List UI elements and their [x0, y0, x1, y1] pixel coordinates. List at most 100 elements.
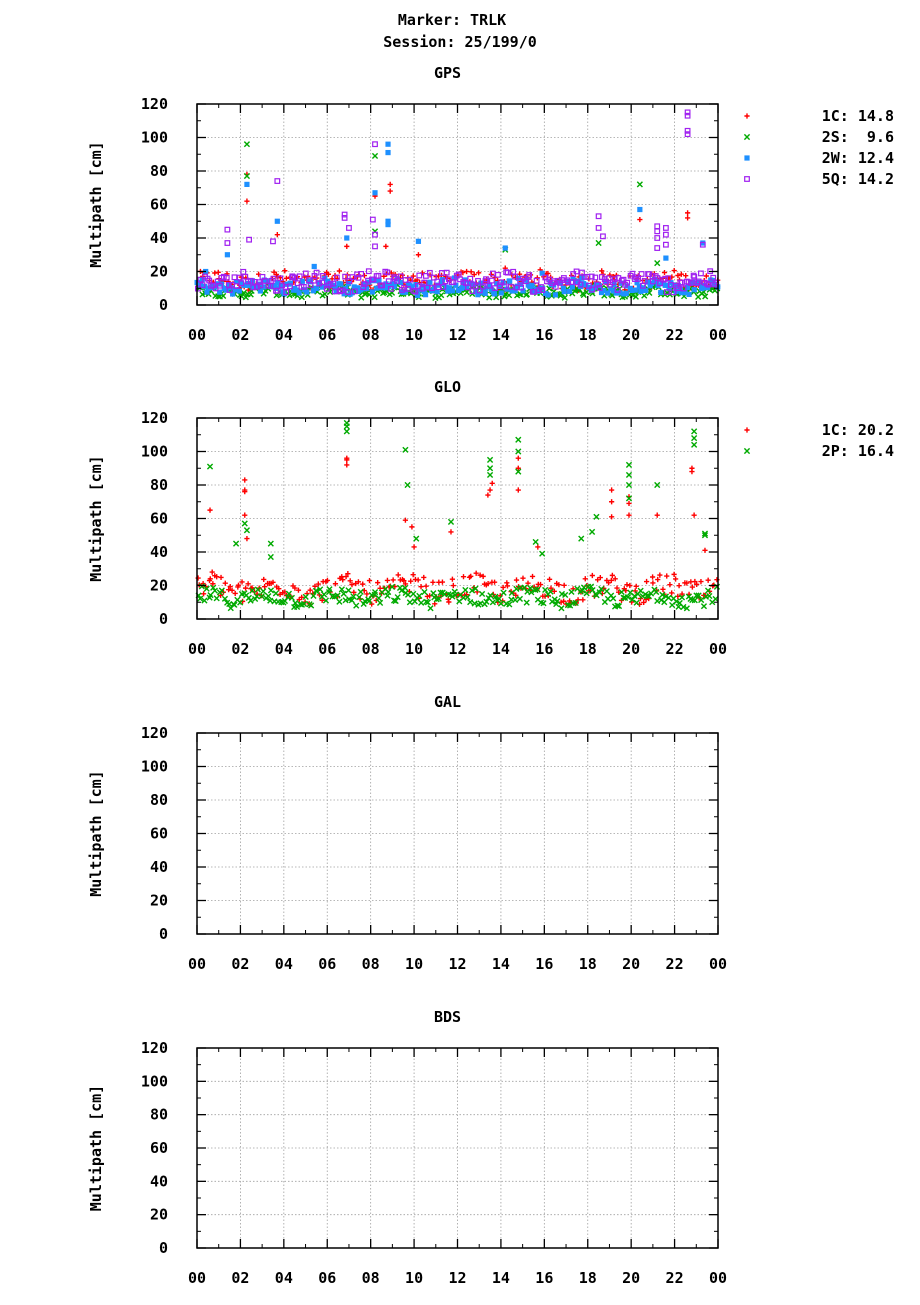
data-point — [572, 599, 579, 607]
data-point — [561, 598, 567, 604]
data-point — [353, 602, 360, 609]
data-point — [526, 272, 533, 278]
data-point-outlier — [684, 131, 691, 138]
data-point — [700, 603, 708, 610]
data-point — [277, 275, 284, 282]
data-point — [501, 283, 508, 290]
data-point — [586, 282, 592, 289]
data-point-outlier — [662, 231, 669, 238]
data-point-outlier — [515, 448, 522, 455]
data-point — [422, 273, 429, 279]
data-point — [539, 287, 546, 293]
data-point-outlier — [241, 520, 248, 527]
data-point — [261, 576, 267, 583]
axes: 0 20 40 60 80 100 120 00 02 04 06 08 10 12 14 16 18 20 22 0… — [141, 724, 727, 973]
data-point — [653, 279, 660, 285]
data-point — [292, 585, 298, 591]
data-point-outlier — [344, 462, 350, 468]
legend-entry: 1C: 20.2 — [822, 421, 894, 439]
data-point — [426, 269, 433, 276]
data-point-outlier — [486, 456, 494, 463]
data-point — [387, 285, 394, 292]
data-point — [333, 288, 339, 294]
data-point — [316, 280, 322, 286]
data-point-outlier — [344, 235, 350, 241]
data-point — [565, 279, 572, 286]
data-point-outlier — [625, 461, 633, 468]
data-point — [446, 599, 452, 605]
data-point-outlier — [267, 540, 274, 547]
data-point — [705, 285, 711, 291]
data-point — [710, 274, 717, 281]
data-point — [518, 284, 525, 291]
data-point — [529, 573, 536, 580]
x-tick-label: 06 — [318, 640, 336, 658]
series-2p — [195, 419, 721, 612]
data-point — [253, 593, 260, 600]
data-point — [597, 574, 603, 581]
data-point — [638, 271, 645, 277]
plot-area — [195, 419, 721, 612]
data-point — [340, 590, 347, 597]
y-tick-label: 100 — [141, 129, 168, 147]
y-tick-label: 100 — [141, 1072, 168, 1090]
data-point — [689, 584, 695, 590]
data-point-outlier — [244, 198, 250, 204]
x-tick-label: 18 — [579, 1269, 597, 1287]
data-point-outlier — [654, 260, 661, 267]
data-point — [213, 595, 220, 602]
data-point-outlier — [448, 529, 454, 535]
data-point — [422, 292, 429, 298]
data-point — [308, 602, 315, 609]
data-point — [467, 275, 474, 282]
data-point-outlier — [387, 188, 393, 194]
data-point — [496, 595, 503, 602]
data-point — [235, 582, 242, 588]
data-point — [313, 269, 320, 276]
data-point — [476, 270, 482, 276]
data-point — [596, 589, 603, 596]
data-point-outlier — [502, 245, 508, 251]
x-tick-label: 04 — [275, 640, 293, 658]
data-point — [650, 278, 656, 285]
data-point — [197, 276, 204, 283]
data-point — [497, 600, 505, 607]
data-point — [421, 279, 428, 286]
x-tick-label: 10 — [405, 326, 423, 344]
data-point — [633, 583, 639, 589]
data-point — [233, 279, 240, 285]
x-tick-label: 00 — [709, 1269, 727, 1287]
data-point-outlier — [242, 489, 248, 495]
grid — [197, 1048, 718, 1248]
data-point — [245, 581, 251, 587]
data-point — [261, 284, 267, 290]
data-point — [276, 586, 282, 592]
y-tick-label: 80 — [150, 1106, 168, 1124]
x-tick-label: 20 — [622, 326, 640, 344]
data-point — [507, 278, 513, 284]
data-point — [552, 292, 559, 298]
data-point — [447, 285, 453, 291]
x-tick-label: 06 — [318, 1269, 336, 1287]
data-point — [609, 572, 615, 578]
panel-gps: GPS 0 20 40 60 80 100 120 00 02 04 06 08 10 12 14 16 18 20… — [87, 64, 894, 344]
data-point — [520, 575, 526, 581]
data-point — [231, 601, 238, 608]
data-point-outlier — [637, 206, 643, 213]
data-point — [342, 597, 349, 604]
data-point — [564, 602, 572, 609]
data-point — [530, 288, 537, 294]
data-point-outlier — [209, 569, 215, 575]
data-point-outlier — [535, 544, 541, 550]
x-tick-label: 00 — [188, 640, 206, 658]
data-point — [629, 270, 636, 277]
data-point — [615, 602, 623, 610]
data-point — [358, 271, 365, 277]
data-point — [664, 289, 670, 295]
data-point — [300, 284, 307, 290]
data-point — [475, 292, 481, 298]
data-point — [525, 580, 531, 586]
data-point — [423, 583, 429, 589]
